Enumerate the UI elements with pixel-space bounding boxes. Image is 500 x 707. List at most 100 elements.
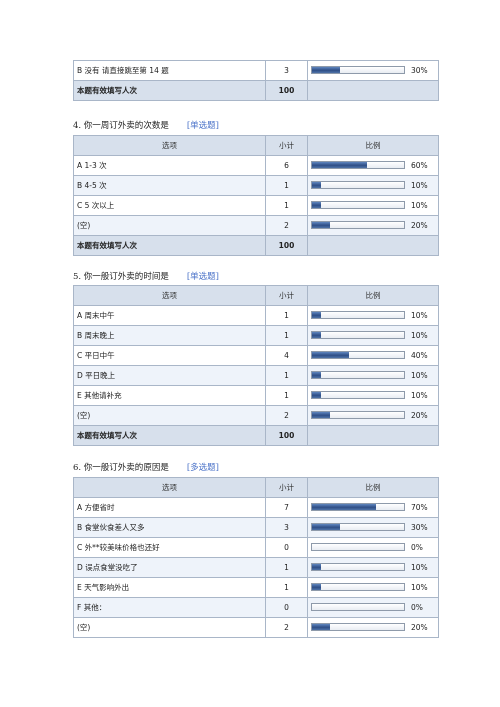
option-count: 7 xyxy=(265,497,308,518)
option-label: A 周末中午 xyxy=(73,305,266,326)
option-label: D 误点食堂没吃了 xyxy=(73,557,266,578)
progress-bar-fill xyxy=(312,584,322,590)
ratio-cell: 10% xyxy=(307,577,439,598)
q3-result-table: B 没有 请直接跳至第 14 题 3 30% 本题有效填写人次 100 xyxy=(73,60,439,101)
progress-bar-fill xyxy=(312,412,331,418)
table-row: E 天气影响外出 1 10% xyxy=(73,577,439,598)
table-row: A 方便省时 7 70% xyxy=(73,497,439,518)
ratio-cell: 30% xyxy=(307,60,439,81)
header-option: 选项 xyxy=(73,285,266,306)
q5-title: 5. 你一般订外卖的时间是 [单选题] xyxy=(73,270,219,282)
table-footer: 本题有效填写人次 100 xyxy=(73,235,439,256)
ratio-cell: 10% xyxy=(307,195,439,216)
ratio-cell: 10% xyxy=(307,325,439,346)
progress-bar-fill xyxy=(312,202,322,208)
table-row: C 5 次以上 1 10% xyxy=(73,195,439,216)
table-header: 选项 小计 比例 xyxy=(73,135,439,156)
option-label: E 天气影响外出 xyxy=(73,577,266,598)
ratio-cell: 20% xyxy=(307,405,439,426)
progress-bar-fill xyxy=(312,392,322,398)
progress-bar-fill xyxy=(312,504,377,510)
ratio-cell: 10% xyxy=(307,557,439,578)
option-label: (空) xyxy=(73,617,266,638)
ratio-cell: 20% xyxy=(307,215,439,236)
progress-bar xyxy=(311,391,405,399)
question-type-link[interactable]: [多选题] xyxy=(186,463,219,473)
percent-text: 70% xyxy=(411,503,428,512)
table-row: B 没有 请直接跳至第 14 题 3 30% xyxy=(73,60,439,81)
progress-bar xyxy=(311,503,405,511)
option-label: (空) xyxy=(73,405,266,426)
question-text: 6. 你一般订外卖的原因是 xyxy=(73,463,169,473)
option-label: C 5 次以上 xyxy=(73,195,266,216)
table-row: (空) 2 20% xyxy=(73,215,439,236)
percent-text: 20% xyxy=(411,411,428,420)
percent-text: 10% xyxy=(411,201,428,210)
table-row: C 平日中午 4 40% xyxy=(73,345,439,366)
progress-bar xyxy=(311,603,405,611)
header-count: 小计 xyxy=(265,135,308,156)
progress-bar-fill xyxy=(312,332,322,338)
q5-result-table: 选项 小计 比例 A 周末中午 1 10% B 周末晚上 1 10% C 平日中午 4 40% D… xyxy=(73,285,439,446)
option-label: F 其他： xyxy=(73,597,266,618)
progress-bar xyxy=(311,411,405,419)
progress-bar xyxy=(311,371,405,379)
percent-text: 30% xyxy=(411,523,428,532)
option-label: D 平日晚上 xyxy=(73,365,266,386)
footer-count: 100 xyxy=(265,425,308,446)
ratio-cell: 20% xyxy=(307,617,439,638)
ratio-cell: 40% xyxy=(307,345,439,366)
percent-text: 20% xyxy=(411,221,428,230)
option-count: 4 xyxy=(265,345,308,366)
table-row: (空) 2 20% xyxy=(73,405,439,426)
progress-bar-fill xyxy=(312,182,322,188)
percent-text: 10% xyxy=(411,371,428,380)
table-row: B 食堂伙食差人又多 3 30% xyxy=(73,517,439,538)
progress-bar-fill xyxy=(312,352,349,358)
progress-bar-fill xyxy=(312,67,340,73)
progress-bar xyxy=(311,181,405,189)
option-count: 3 xyxy=(265,517,308,538)
option-count: 6 xyxy=(265,155,308,176)
ratio-cell: 0% xyxy=(307,537,439,558)
table-row: A 周末中午 1 10% xyxy=(73,305,439,326)
progress-bar xyxy=(311,221,405,229)
option-label: C 外**较美味价格也还好 xyxy=(73,537,266,558)
footer-label: 本题有效填写人次 xyxy=(73,235,266,256)
option-count: 0 xyxy=(265,597,308,618)
progress-bar xyxy=(311,311,405,319)
header-option: 选项 xyxy=(73,477,266,498)
option-count: 3 xyxy=(265,60,308,81)
percent-text: 30% xyxy=(411,66,428,75)
percent-text: 0% xyxy=(411,543,423,552)
progress-bar-fill xyxy=(312,162,368,168)
question-type-link[interactable]: [单选题] xyxy=(186,272,219,282)
percent-text: 10% xyxy=(411,311,428,320)
question-type-link[interactable]: [单选题] xyxy=(186,121,219,131)
option-label: (空) xyxy=(73,215,266,236)
progress-bar xyxy=(311,351,405,359)
option-count: 0 xyxy=(265,537,308,558)
progress-bar xyxy=(311,583,405,591)
progress-bar xyxy=(311,201,405,209)
header-ratio: 比例 xyxy=(307,135,439,156)
option-label: B 没有 请直接跳至第 14 题 xyxy=(73,60,266,81)
question-text: 5. 你一般订外卖的时间是 xyxy=(73,272,169,282)
option-count: 2 xyxy=(265,405,308,426)
option-count: 1 xyxy=(265,175,308,196)
progress-bar-fill xyxy=(312,222,331,228)
table-row: C 外**较美味价格也还好 0 0% xyxy=(73,537,439,558)
progress-bar xyxy=(311,563,405,571)
q4-title: 4. 你一周订外卖的次数是 [单选题] xyxy=(73,119,219,131)
table-header: 选项 小计 比例 xyxy=(73,285,439,306)
header-ratio: 比例 xyxy=(307,285,439,306)
footer-count: 100 xyxy=(265,235,308,256)
percent-text: 60% xyxy=(411,161,428,170)
percent-text: 10% xyxy=(411,563,428,572)
progress-bar xyxy=(311,66,405,74)
option-count: 1 xyxy=(265,195,308,216)
header-count: 小计 xyxy=(265,477,308,498)
ratio-cell: 10% xyxy=(307,305,439,326)
progress-bar-fill xyxy=(312,564,322,570)
table-row: B 4-5 次 1 10% xyxy=(73,175,439,196)
